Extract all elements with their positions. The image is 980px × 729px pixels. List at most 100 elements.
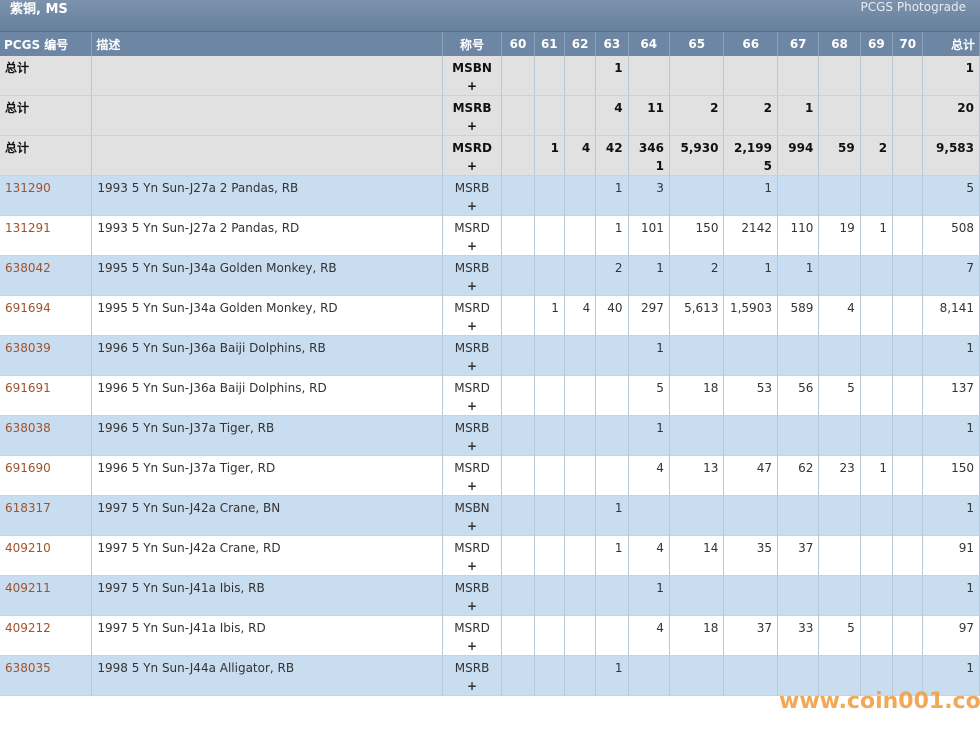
grade-count-65: 2 [669,95,725,136]
grade-count-67 [777,655,820,696]
grade-count-62 [564,455,597,496]
grade-count-66 [723,575,778,616]
column-header-total: 总计 [922,32,980,56]
pcgs-number-link[interactable]: 409210 [0,535,93,576]
grade-count-60 [501,615,535,656]
table-row: 638042 1995 5 Yn Sun-J34a Golden Monkey, … [0,255,980,296]
pcgs-number-link[interactable]: 131290 [0,175,93,216]
coin-description [91,95,443,136]
grade-count-67 [777,335,820,376]
grade-count-70 [892,495,924,536]
grade-count-66: 47 [723,455,778,496]
pcgs-number-link[interactable]: 691690 [0,455,93,496]
grade-count-60 [501,135,535,176]
grade-count-60 [501,535,535,576]
grade-count-64: 297 [628,295,670,336]
pcgs-number-link[interactable]: 638042 [0,255,93,296]
grade-count-70 [892,615,924,656]
grade-count-60 [501,95,535,136]
plus-grade-marker: + [467,399,478,413]
designation-label: MSBN [452,61,492,75]
designation-label: MSRB [452,101,492,115]
plus-grade-marker: + [467,199,478,213]
grade-count-62 [564,535,597,576]
grade-count-65 [669,335,725,376]
coin-description: 1996 5 Yn Sun-J36a Baiji Dolphins, RB [91,335,443,376]
grade-count-61: 1 [534,135,565,176]
grade-count-66 [723,655,778,696]
pcgs-number-link[interactable]: 638035 [0,655,93,696]
designation-label: MSRD [454,621,490,635]
designation-cell: MSRB + [442,655,503,696]
grade-count-60 [501,495,535,536]
plus-grade-marker: + [467,239,478,253]
row-total: 1 [922,495,980,536]
table-row: 618317 1997 5 Yn Sun-J42a Crane, BN MSBN +1… [0,495,980,536]
pcgs-number-link[interactable]: 409211 [0,575,93,616]
column-header-grade-64: 64 [628,32,670,56]
grade-count-64: 101 [628,215,670,256]
table-body: 总计 MSBN +1 1 总计 MSRB +4 11 2 2 1 20 总计 MSRD +1 4 42 3461 5… [0,56,980,696]
row-total: 7 [922,255,980,296]
coin-description [91,56,443,96]
plus-grade-marker: + [467,479,478,493]
grade-count-61 [534,575,565,616]
grade-count-62 [564,175,597,216]
pcgs-number-link[interactable]: 618317 [0,495,93,536]
column-header-description[interactable]: 描述 [91,32,443,56]
grade-count-64: 3461 [628,135,670,176]
grade-count-64: 11 [628,95,670,136]
grade-count-68: 23 [818,455,861,496]
plus-grade-marker: + [467,279,478,293]
coin-description: 1993 5 Yn Sun-J27a 2 Pandas, RB [91,175,443,216]
grade-count-65 [669,56,725,96]
pcgs-number-link[interactable]: 691694 [0,295,93,336]
pcgs-number-link[interactable]: 409212 [0,615,93,656]
grade-count-61 [534,495,565,536]
grade-count-65 [669,415,725,456]
grade-count-64: 3 [628,175,670,216]
coin-description: 1997 5 Yn Sun-J41a Ibis, RD [91,615,443,656]
grade-count-64: 4 [628,535,670,576]
column-header-designation: 称号 [442,32,503,56]
pcgs-number-link[interactable]: 638038 [0,415,93,456]
grade-count-69 [860,495,894,536]
grade-count-65 [669,575,725,616]
grade-count-66: 37 [723,615,778,656]
photograde-link[interactable]: PCGS Photograde [860,0,966,14]
row-total: 9,583 [922,135,980,176]
designation-cell: MSRD + [442,455,503,496]
pcgs-number-link[interactable]: 691691 [0,375,93,416]
grade-count-65 [669,495,725,536]
grade-count-62 [564,415,597,456]
grade-count-64: 1 [628,415,670,456]
grade-count-68 [818,56,861,96]
plus-grade-marker: + [467,679,478,693]
grade-count-61 [534,335,565,376]
grade-count-63 [595,575,629,616]
grade-count-60 [501,575,535,616]
grade-count-70 [892,295,924,336]
coin-description: 1997 5 Yn Sun-J42a Crane, BN [91,495,443,536]
grade-count-64: 1 [628,255,670,296]
pcgs-number-link[interactable]: 638039 [0,335,93,376]
grade-count-68 [818,95,861,136]
grade-count-65: 2 [669,255,725,296]
plus-grade-marker: + [467,79,478,93]
grade-count-69 [860,95,894,136]
grade-count-60 [501,375,535,416]
grade-count-61 [534,175,565,216]
grade-count-67: 994 [777,135,820,176]
designation-label: MSRB [454,181,490,195]
grade-count-60 [501,335,535,376]
column-header-pcgs[interactable]: PCGS 编号 [0,32,93,56]
grade-count-67: 110 [777,215,820,256]
grade-count-61 [534,215,565,256]
grade-count-65: 18 [669,615,725,656]
row-total: 1 [922,655,980,696]
grade-count-63: 1 [595,56,629,96]
pcgs-number-link[interactable]: 131291 [0,215,93,256]
grade-count-65: 13 [669,455,725,496]
grade-count-69 [860,255,894,296]
grade-count-69: 1 [860,455,894,496]
